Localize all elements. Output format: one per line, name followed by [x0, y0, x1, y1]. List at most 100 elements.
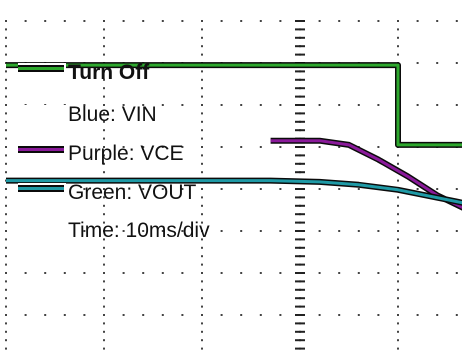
- grid-dot: [416, 20, 419, 22]
- grid-dot: [201, 255, 203, 258]
- grid-dot: [397, 246, 399, 249]
- grid-dot: [377, 146, 380, 148]
- center-axis-tick: [295, 204, 305, 207]
- grid-dot: [5, 196, 7, 199]
- grid-dot: [103, 146, 105, 148]
- grid-dot: [103, 230, 105, 232]
- grid-dot: [397, 196, 399, 199]
- grid-dot: [318, 272, 321, 274]
- grid-dot: [122, 188, 125, 190]
- grid-dot: [279, 314, 282, 316]
- center-axis-tick: [295, 104, 305, 106]
- center-axis-tick: [295, 112, 305, 115]
- center-axis-tick: [295, 246, 305, 249]
- grid-dot: [5, 330, 7, 333]
- grid-dot: [279, 104, 282, 106]
- grid-dot: [103, 162, 105, 165]
- center-axis-tick: [295, 305, 305, 308]
- grid-dot: [24, 314, 27, 316]
- grid-dot: [201, 112, 203, 115]
- grid-dot: [201, 104, 203, 106]
- grid-dot: [220, 230, 223, 232]
- grid-dot: [44, 20, 47, 22]
- grid-dot: [5, 314, 7, 316]
- grid-dot: [318, 230, 321, 232]
- grid-dot: [142, 104, 145, 106]
- grid-dot: [142, 146, 145, 148]
- grid-dot: [240, 20, 243, 22]
- grid-dot: [397, 221, 399, 224]
- grid-dot: [122, 272, 125, 274]
- grid-dot: [181, 230, 184, 232]
- grid-dot: [338, 20, 341, 22]
- grid-dot: [5, 272, 7, 274]
- grid-dot: [44, 272, 47, 274]
- grid-dot: [103, 246, 105, 249]
- grid-dot: [83, 20, 86, 22]
- grid-dot: [416, 272, 419, 274]
- grid-dot: [338, 272, 341, 274]
- grid-dot: [397, 28, 399, 31]
- legend-marker-swatch: [18, 67, 64, 70]
- grid-dot: [455, 20, 458, 22]
- grid-dot: [5, 20, 7, 22]
- grid-dot: [5, 36, 7, 39]
- grid-dot: [259, 146, 262, 148]
- center-axis-tick: [295, 171, 305, 174]
- grid-dot: [436, 230, 439, 232]
- grid-dot: [259, 104, 262, 106]
- grid-dot: [103, 221, 105, 224]
- grid-dot: [181, 104, 184, 106]
- grid-dot: [436, 314, 439, 316]
- grid-dot: [5, 238, 7, 241]
- grid-dot: [201, 297, 203, 300]
- grid-dot: [103, 263, 105, 266]
- grid-dot: [142, 272, 145, 274]
- grid-dot: [103, 70, 105, 73]
- grid-dot: [201, 45, 203, 48]
- grid-dot: [201, 305, 203, 308]
- center-axis-tick: [295, 87, 305, 90]
- grid-dot: [5, 339, 7, 342]
- grid-dot: [122, 230, 125, 232]
- grid-dot: [122, 146, 125, 148]
- center-axis-tick: [295, 120, 305, 123]
- grid-dot: [455, 62, 458, 64]
- grid-dot: [397, 347, 399, 350]
- center-axis-tick: [295, 154, 305, 157]
- grid-dot: [201, 70, 203, 73]
- legend-label: Green: VOUT: [68, 181, 197, 204]
- grid-dot: [122, 104, 125, 106]
- grid-dot: [103, 322, 105, 325]
- grid-dot: [201, 53, 203, 56]
- grid-dot: [103, 154, 105, 157]
- grid-dot: [397, 297, 399, 300]
- grid-dot: [161, 230, 164, 232]
- grid-dot: [397, 45, 399, 48]
- grid-dot: [397, 288, 399, 291]
- grid-dot: [436, 272, 439, 274]
- grid-dot: [397, 20, 399, 22]
- grid-dot: [5, 204, 7, 207]
- grid-dot: [63, 314, 66, 316]
- trace-line-1: [270, 139, 462, 209]
- grid-dot: [455, 230, 458, 232]
- grid-dot: [103, 314, 105, 316]
- grid-dot: [201, 188, 203, 190]
- grid-dot: [338, 104, 341, 106]
- grid-dot: [5, 188, 7, 190]
- grid-dot: [357, 314, 360, 316]
- grid-dot: [5, 137, 7, 140]
- center-axis-tick: [295, 196, 305, 199]
- grid-dot: [103, 238, 105, 241]
- grid-dot: [5, 263, 7, 266]
- grid-dot: [122, 20, 125, 22]
- center-axis-tick: [295, 78, 305, 81]
- grid-dot: [5, 154, 7, 157]
- grid-dot: [103, 347, 105, 350]
- grid-dot: [161, 188, 164, 190]
- grid-dot: [181, 20, 184, 22]
- grid-dot: [201, 36, 203, 39]
- grid-dot: [201, 87, 203, 90]
- grid-dot: [279, 188, 282, 190]
